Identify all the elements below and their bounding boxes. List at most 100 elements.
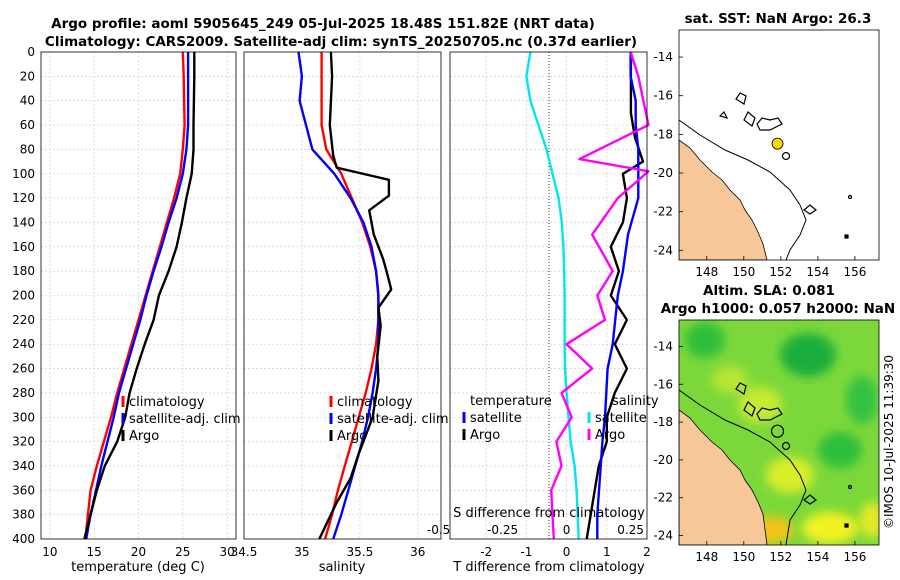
lon-tick-label: 150	[732, 265, 755, 279]
sla-field-anomalies	[685, 322, 879, 544]
y-tick-label: 60	[20, 118, 35, 132]
legend-label-s-satellite: satellite	[595, 411, 647, 426]
imos-credit: ©IMOS 10-Jul-2025 11:39:30	[882, 355, 896, 529]
lon-tick-label: 154	[806, 550, 829, 564]
legend-label-argo: Argo	[129, 429, 159, 444]
lat-tick-label: -24	[653, 529, 673, 543]
lat-tick-label: -18	[653, 127, 673, 141]
temperature-axes-box	[40, 51, 237, 540]
y-tick-label: 400	[12, 532, 35, 546]
temperature-difference-tick-labels: -2 -1 0 1 2	[480, 545, 651, 559]
temperature-series	[83, 51, 196, 540]
sla-map-panel: Altim. SLA: 0.081 Argo h1000: 0.057 h200…	[653, 283, 895, 564]
lon-tick-label: 156	[843, 265, 866, 279]
lon-tick-label: 148	[695, 265, 718, 279]
s-tick-label: 0.25	[617, 523, 644, 537]
lon-tick-label: 150	[732, 550, 755, 564]
salinity-axes-box	[243, 51, 442, 540]
lat-tick-label: -20	[653, 166, 673, 180]
y-tick-label: 380	[12, 508, 35, 522]
x-tick-label: 20	[131, 545, 146, 559]
y-tick-label: 320	[12, 435, 35, 449]
y-tick-label: 240	[12, 337, 35, 351]
x-tick-label: 30	[219, 545, 234, 559]
lat-tick-label: -22	[653, 491, 673, 505]
sst-map-title: sat. SST: NaN Argo: 26.3	[685, 11, 872, 27]
legend-label-satellite: satellite-adj. clim	[129, 412, 241, 427]
reef-islands	[718, 92, 853, 239]
sst-latitude-tick-labels: -14 -16 -18 -20 -22 -24	[653, 50, 683, 257]
sla-map-title-line2: Argo h1000: 0.057 h2000: NaN	[661, 301, 895, 317]
x-tick-label: 36	[410, 545, 425, 559]
series-line-satellite-adj-clim	[85, 52, 190, 540]
salinity-grid	[243, 52, 441, 539]
legend-label-t-argo: Argo	[470, 428, 500, 443]
sla-map-title-line1: Altim. SLA: 0.081	[703, 283, 835, 299]
series-line-salinity-argo	[550, 51, 650, 540]
sst-map-panel: sat. SST: NaN Argo: 26.3 -14 -16 -18 -20 -22…	[653, 11, 880, 279]
lon-tick-label: 156	[843, 550, 866, 564]
x-tick-label: -1	[520, 545, 532, 559]
s-tick-label: -0.5	[427, 523, 450, 537]
difference-axes-box	[449, 51, 648, 540]
s-tick-label: 0	[563, 523, 571, 537]
sla-map-box	[678, 319, 880, 546]
series-line-argo	[318, 51, 393, 540]
x-tick-label: 0	[563, 545, 571, 559]
series-line-salinity-satellite	[596, 52, 640, 539]
lat-tick-label: -18	[653, 415, 673, 429]
salinity-legend: climatology satellite-adj. clim Argo	[329, 395, 449, 444]
lon-tick-label: 154	[806, 265, 829, 279]
temperature-panel: 0 20 40 60 80 100 120 140 160 180 200 220 240 260 280 3…	[12, 45, 241, 575]
sst-map-box	[678, 29, 880, 261]
y-tick-label: 0	[27, 45, 35, 59]
series-line-argo	[83, 52, 196, 540]
temperature-axis-label: temperature (deg C)	[71, 560, 205, 575]
y-tick-label: 220	[12, 313, 35, 327]
lat-tick-label: -16	[653, 377, 673, 391]
y-tick-label: 40	[20, 94, 35, 108]
x-tick-label: 35.5	[347, 545, 374, 559]
lat-tick-label: -24	[653, 243, 673, 257]
sst-map-area	[679, 30, 879, 260]
y-tick-label: 280	[12, 386, 35, 400]
x-tick-label: 10	[42, 545, 57, 559]
x-tick-label: 25	[175, 545, 190, 559]
series-line-temperature-satellite	[525, 51, 580, 540]
sla-latitude-tick-labels: -14 -16 -18 -20 -22 -24	[653, 339, 683, 543]
lon-tick-label: 148	[695, 550, 718, 564]
temperature-grid	[41, 52, 236, 539]
bathymetry-contour	[679, 389, 807, 545]
legend-label-s-argo: Argo	[595, 428, 625, 443]
lon-tick-label: 152	[769, 265, 792, 279]
y-tick-label: 140	[12, 215, 35, 229]
x-tick-label: -2	[480, 545, 492, 559]
pressure-tick-labels: 0 20 40 60 80 100 120 140 160 180 200 220 240 260 280 3…	[12, 45, 35, 546]
y-tick-label: 80	[20, 142, 35, 156]
y-tick-label: 360	[12, 483, 35, 497]
lat-tick-label: -16	[653, 89, 673, 103]
lon-tick-label: 152	[769, 550, 792, 564]
x-tick-label: 2	[643, 545, 651, 559]
sla-longitude-tick-labels: 148 150 152 154 156	[695, 541, 866, 564]
lat-tick-label: -20	[653, 453, 673, 467]
bathymetry-contour	[679, 119, 807, 260]
y-tick-label: 120	[12, 191, 35, 205]
salinity-tick-labels: 34.5 35 35.5 36	[231, 545, 426, 559]
legend-label-climatology: climatology	[129, 395, 205, 410]
reef-islands	[735, 382, 853, 528]
argo-float-marker	[771, 137, 784, 150]
temperature-legend: climatology satellite-adj. clim Argo	[121, 395, 241, 444]
argo-float-marker	[770, 424, 785, 438]
x-tick-label: 34.5	[231, 545, 258, 559]
temperature-difference-axis-label: T difference from climatology	[452, 560, 645, 575]
figure-title-line2: Climatology: CARS2009. Satellite-adj cli…	[45, 34, 637, 50]
y-tick-label: 20	[20, 69, 35, 83]
y-tick-label: 260	[12, 362, 35, 376]
legend-label-climatology: climatology	[337, 395, 413, 410]
y-tick-label: 200	[12, 289, 35, 303]
y-tick-label: 160	[12, 240, 35, 254]
salinity-difference-axis-label: S difference from climatology	[453, 506, 645, 521]
